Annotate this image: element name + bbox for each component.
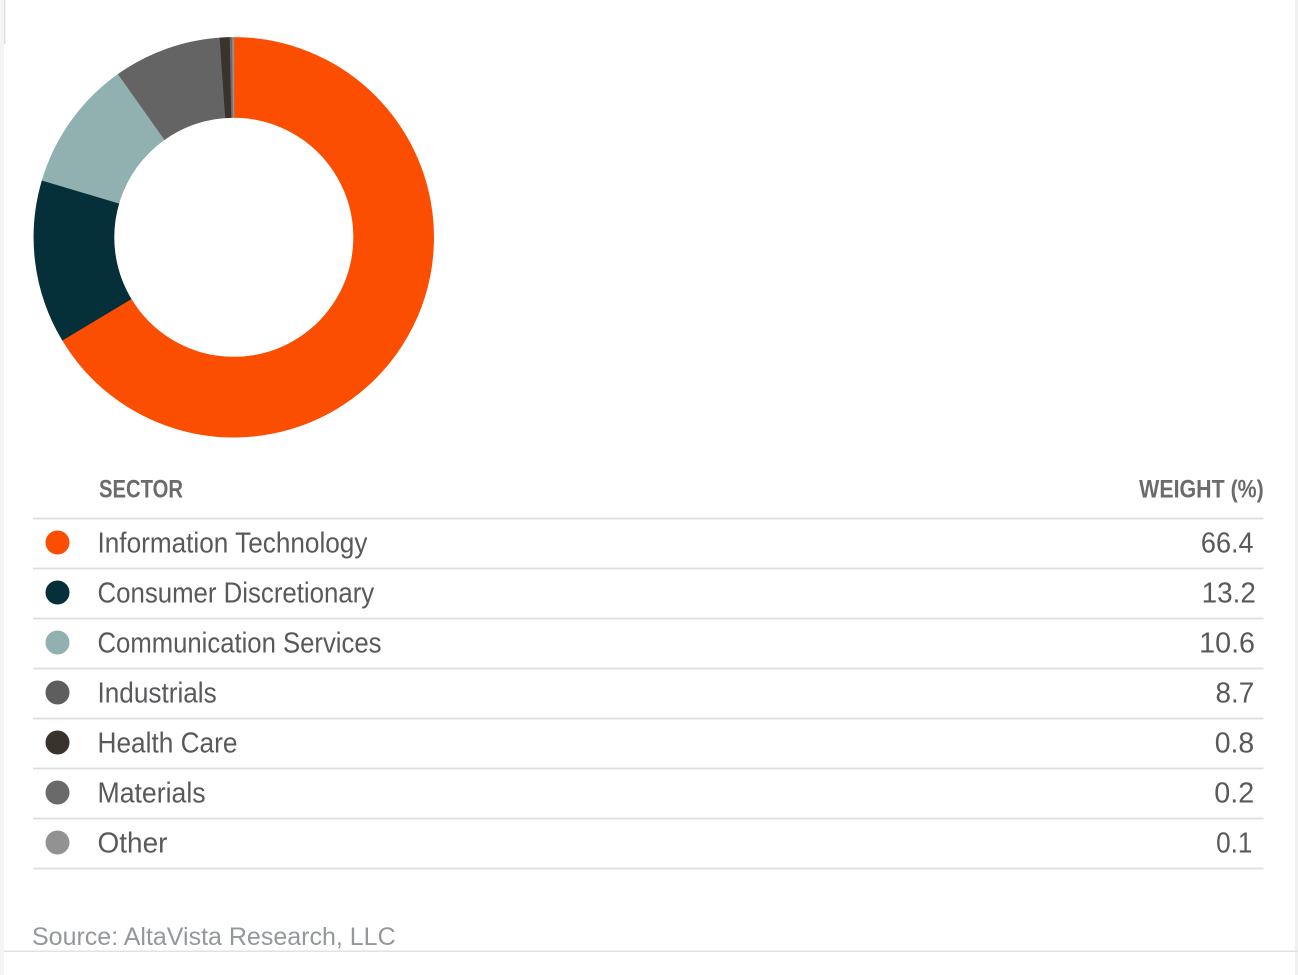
svg-text:SECTOR: SECTOR xyxy=(99,475,183,504)
svg-text:13.2: 13.2 xyxy=(1202,577,1256,610)
svg-text:Information Technology: Information Technology xyxy=(98,526,368,559)
svg-text:Consumer Discretionary: Consumer Discretionary xyxy=(98,576,375,609)
svg-text:Other: Other xyxy=(98,827,168,860)
svg-text:10.6: 10.6 xyxy=(1199,628,1255,660)
svg-text:Health Care: Health Care xyxy=(98,726,238,759)
svg-text:0.8: 0.8 xyxy=(1215,727,1255,759)
svg-text:Source: AltaVista Research, LL: Source: AltaVista Research, LLC xyxy=(32,923,396,951)
svg-text:Materials: Materials xyxy=(98,777,206,809)
svg-text:Communication Services: Communication Services xyxy=(98,626,382,659)
svg-text:Industrials: Industrials xyxy=(98,676,217,709)
svg-text:66.4: 66.4 xyxy=(1201,527,1254,559)
svg-text:0.1: 0.1 xyxy=(1216,826,1252,859)
svg-text:0.2: 0.2 xyxy=(1214,778,1254,810)
svg-text:WEIGHT (%): WEIGHT (%) xyxy=(1139,475,1264,503)
svg-text:8.7: 8.7 xyxy=(1216,677,1255,710)
